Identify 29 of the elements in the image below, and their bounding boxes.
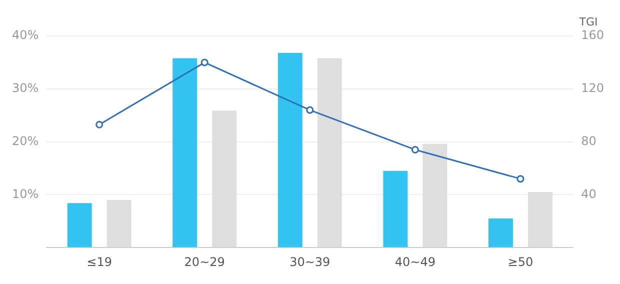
point [200,58,208,66]
y-tick-label: 20% [12,134,39,148]
bar [278,52,302,248]
x-tick-label: 30~39 [290,254,330,269]
bar [488,218,513,248]
point [516,175,524,183]
y-tick-label: 10% [12,186,39,201]
point [411,146,419,154]
x-tick-label: ≤19 [86,254,112,269]
y2-tick-label: 80 [581,134,596,148]
bar [67,203,92,248]
y2-tick-label: 160 [581,28,604,42]
bar [383,170,408,248]
x-tick-label: 40~49 [394,254,436,269]
bar [212,110,237,248]
x-tick-label: ≥50 [508,254,534,269]
point [306,106,314,114]
point [96,120,104,128]
x-tick-label: 20~29 [184,254,225,269]
y2-tick-label: 40 [581,186,596,201]
y-tick-label: 40% [12,28,39,42]
y-tick-label: 30% [12,81,39,96]
y2-tick-label: 120 [581,81,604,96]
bar [317,58,342,248]
bar [528,192,552,248]
bar [172,58,198,248]
y2-axis-title: TGI [578,15,598,28]
bar [422,144,448,248]
bar [106,200,132,248]
